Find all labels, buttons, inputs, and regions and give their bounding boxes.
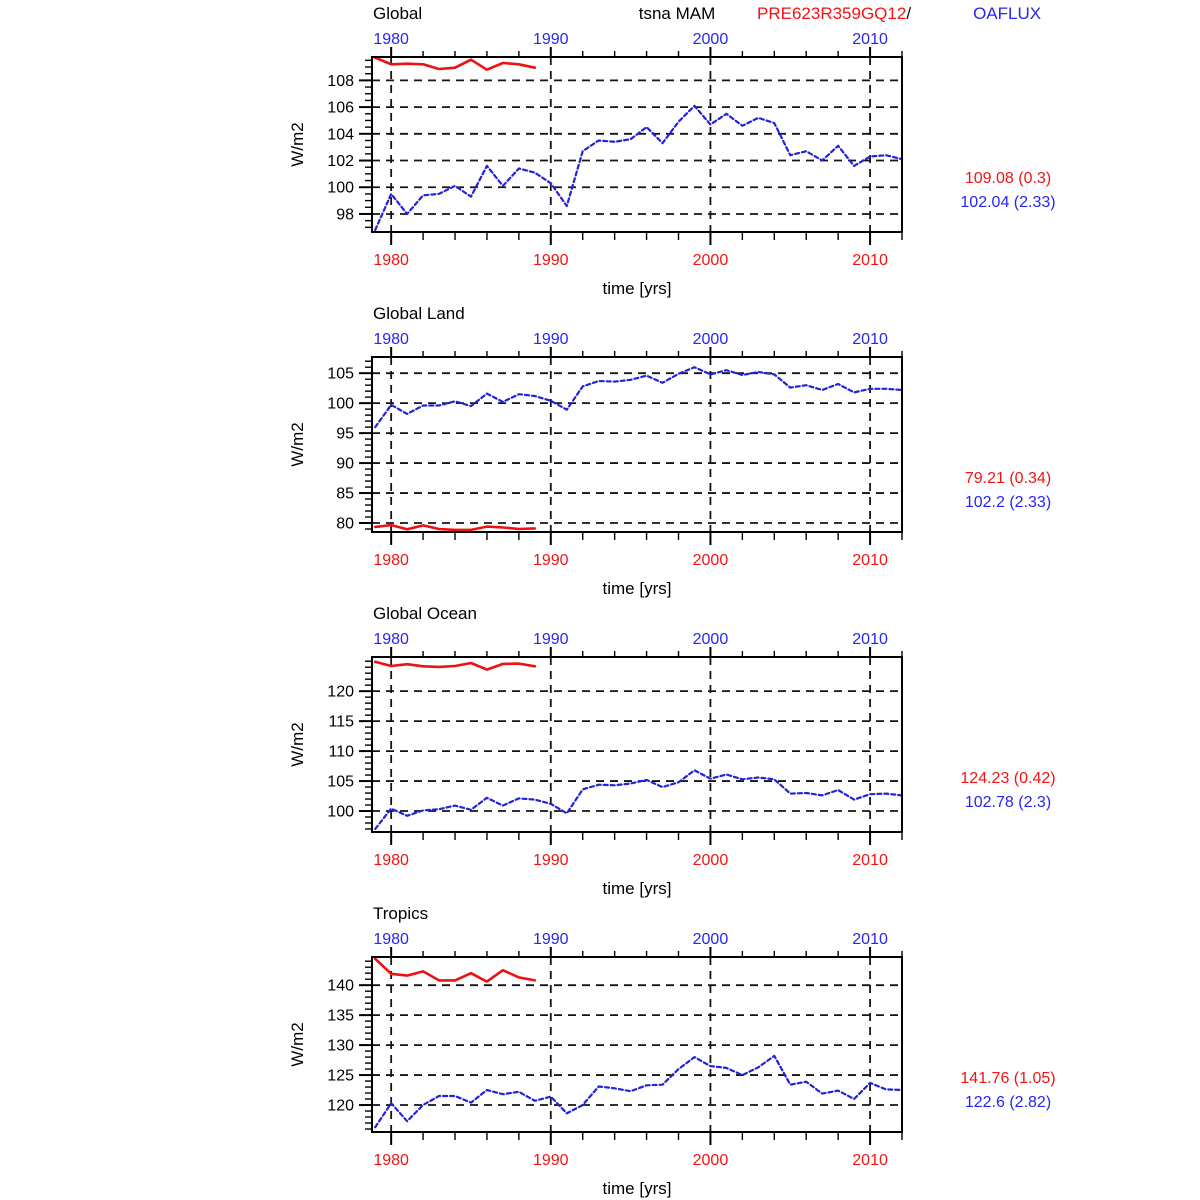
obs-mean-value: 102.04 (2.33)	[960, 194, 1055, 211]
model-line	[373, 56, 537, 71]
obs-mean-value: 102.2 (2.33)	[965, 494, 1051, 511]
x-axis-year-label-bottom: 1990	[533, 252, 569, 269]
panel-title: Global Land	[373, 304, 465, 323]
x-axis-year-label-top: 2000	[693, 331, 729, 348]
x-axis-year-label-top: 1980	[373, 631, 409, 648]
x-axis-year-label-top: 2000	[693, 631, 729, 648]
x-axis-year-label-bottom: 1990	[533, 1152, 569, 1169]
plot-frame	[371, 656, 903, 833]
panel-global: 98 100 102 104 106 108 1980 1980 1990 1990 2000 200…	[288, 4, 1056, 298]
y-axis-tick-label: 140	[327, 978, 354, 995]
model-mean-value: 79.21 (0.34)	[965, 470, 1051, 487]
x-axis-year-label-bottom: 2000	[693, 552, 729, 569]
x-axis-year-label-top: 1980	[373, 31, 409, 48]
panel-title: Tropics	[373, 904, 428, 923]
x-axis-year-label-top: 1980	[373, 331, 409, 348]
y-axis-tick-label: 102	[327, 153, 354, 170]
y-axis-tick-label: 120	[327, 1098, 354, 1115]
x-axis-title: time [yrs]	[603, 579, 672, 598]
model-line	[373, 957, 537, 983]
y-axis-tick-label: 104	[327, 126, 354, 143]
model-line	[373, 660, 537, 671]
y-axis-tick-label: 98	[336, 206, 354, 223]
obs-mean-value: 102.78 (2.3)	[965, 794, 1051, 811]
x-axis-year-label-bottom: 2010	[852, 852, 888, 869]
y-axis-title: W/m2	[288, 122, 307, 166]
panel-global-ocean: 100 105 110 115 120 1980 1980 1990 1990 2000 2000 2…	[288, 604, 1056, 898]
y-axis-title: W/m2	[288, 722, 307, 766]
x-axis-year-label-top: 2010	[852, 31, 888, 48]
x-axis-year-label-top: 2000	[693, 931, 729, 948]
obs-line	[374, 769, 904, 831]
x-axis-year-label-bottom: 2000	[693, 1152, 729, 1169]
x-axis-year-label-bottom: 1990	[533, 552, 569, 569]
obs-line	[374, 104, 904, 232]
y-axis-tick-label: 95	[336, 426, 354, 443]
x-axis-year-label-top: 1990	[533, 931, 569, 948]
x-axis-year-label-top: 1990	[533, 331, 569, 348]
x-axis-year-label-top: 2000	[693, 31, 729, 48]
x-axis-year-label-bottom: 2010	[852, 252, 888, 269]
y-axis-tick-label: 135	[327, 1008, 354, 1025]
x-axis-year-label-bottom: 2000	[693, 252, 729, 269]
y-axis-tick-label: 120	[327, 684, 354, 701]
obs-line	[374, 366, 904, 429]
x-axis-year-label-bottom: 2010	[852, 552, 888, 569]
x-axis-year-label-top: 1980	[373, 931, 409, 948]
x-axis-title: time [yrs]	[603, 1179, 672, 1198]
y-axis-tick-label: 105	[327, 366, 354, 383]
model-line	[373, 523, 537, 532]
obs-dataset-label: OAFLUX	[973, 4, 1042, 23]
x-axis-year-label-bottom: 2000	[693, 852, 729, 869]
plot-frame	[371, 356, 903, 533]
y-axis-tick-label: 100	[327, 804, 354, 821]
panel-tropics: 120 125 130 135 140 1980 1980 1990 1990 2000 2000 2…	[288, 904, 1056, 1198]
x-axis-year-label-top: 2010	[852, 931, 888, 948]
panel-title: Global Ocean	[373, 604, 477, 623]
x-axis-year-label-bottom: 1980	[373, 1152, 409, 1169]
y-axis-tick-label: 106	[327, 100, 354, 117]
y-axis-tick-label: 105	[327, 774, 354, 791]
x-axis-year-label-bottom: 1980	[373, 552, 409, 569]
y-axis-tick-label: 125	[327, 1068, 354, 1085]
y-axis-tick-label: 90	[336, 456, 354, 473]
y-axis-title: W/m2	[288, 422, 307, 466]
x-axis-title: time [yrs]	[603, 279, 672, 298]
y-axis-tick-label: 100	[327, 180, 354, 197]
y-axis-tick-label: 130	[327, 1038, 354, 1055]
separator-slash: /	[906, 4, 912, 23]
y-axis-tick-label: 80	[336, 516, 354, 533]
x-axis-year-label-bottom: 1980	[373, 252, 409, 269]
x-axis-year-label-top: 2010	[852, 631, 888, 648]
obs-line	[374, 1054, 904, 1129]
y-axis-tick-label: 110	[328, 744, 354, 761]
model-mean-value: 109.08 (0.3)	[965, 170, 1051, 187]
x-axis-year-label-top: 2010	[852, 331, 888, 348]
y-axis-tick-label: 100	[327, 396, 354, 413]
panel-title: Global	[373, 4, 422, 23]
x-axis-title: time [yrs]	[603, 879, 672, 898]
figure-subtitle: tsna MAM	[638, 4, 716, 23]
y-axis-tick-label: 115	[328, 714, 354, 731]
y-axis-tick-label: 108	[327, 73, 354, 90]
y-axis-title: W/m2	[288, 1022, 307, 1066]
x-axis-year-label-bottom: 1990	[533, 852, 569, 869]
panel-global-land: 80 85 90 95 100 105 1980 1980 1990 1990 2000 2000 20…	[288, 304, 1051, 598]
model-mean-value: 124.23 (0.42)	[960, 770, 1055, 787]
model-run-label: PRE623R359GQ12	[757, 4, 907, 23]
x-axis-year-label-top: 1990	[533, 31, 569, 48]
plot-frame	[371, 56, 903, 233]
x-axis-year-label-bottom: 1980	[373, 852, 409, 869]
x-axis-year-label-bottom: 2010	[852, 1152, 888, 1169]
x-axis-year-label-top: 1990	[533, 631, 569, 648]
model-mean-value: 141.76 (1.05)	[960, 1070, 1055, 1087]
obs-mean-value: 122.6 (2.82)	[965, 1094, 1051, 1111]
legend-labels: PRE623R359GQ12/ OAFLUX	[757, 4, 1041, 24]
y-axis-tick-label: 85	[336, 486, 354, 503]
